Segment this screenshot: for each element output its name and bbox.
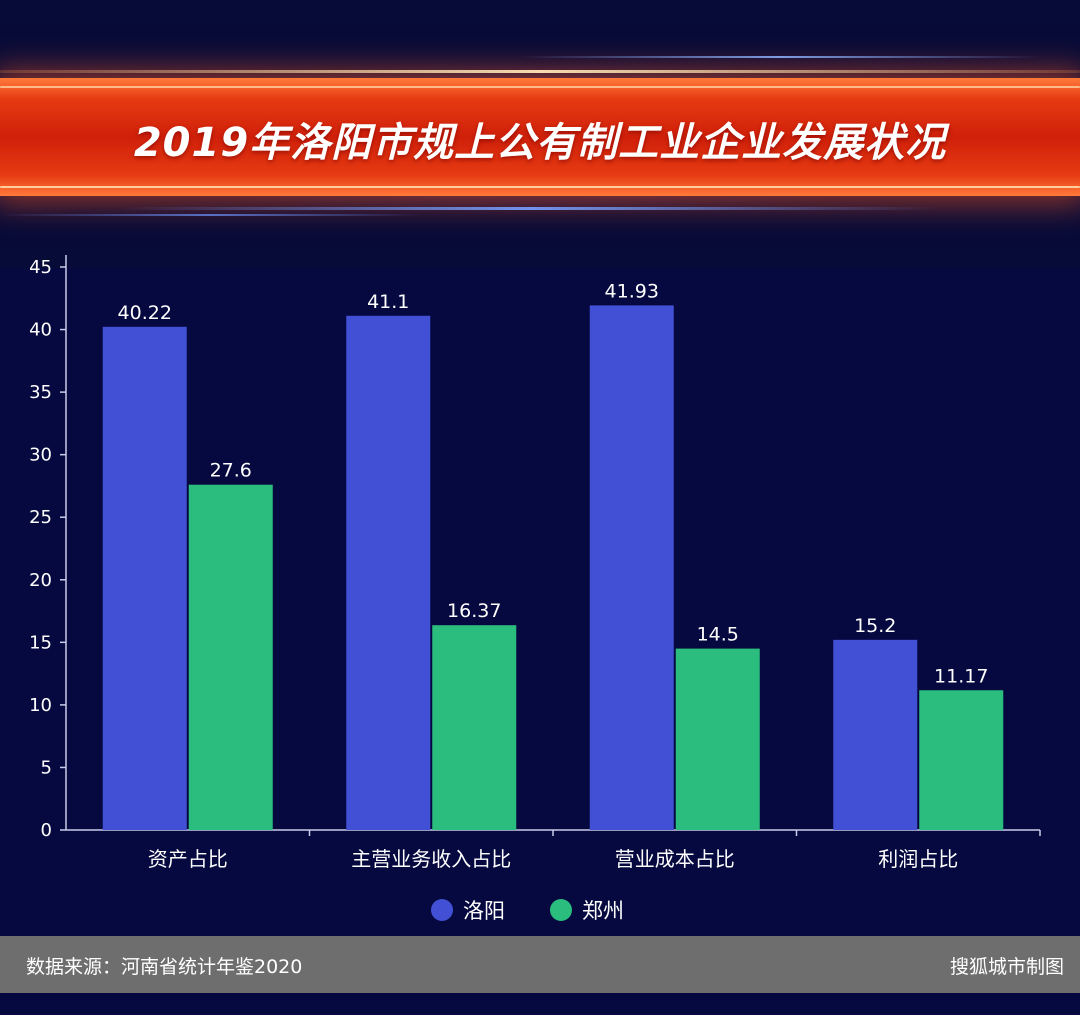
- data-label: 14.5: [697, 624, 739, 646]
- data-label: 11.17: [934, 665, 988, 687]
- chart-title: 2019年洛阳市规上公有制工业企业发展状况: [133, 120, 947, 166]
- light-streak: [520, 56, 1040, 58]
- data-label: 15.2: [854, 615, 896, 637]
- bar-luoyang: [102, 326, 187, 830]
- light-streak: [0, 86, 1080, 88]
- y-tick-label: 40: [29, 320, 52, 341]
- x-tick-label: 营业成本占比: [615, 847, 735, 871]
- legend-label: 洛阳: [463, 899, 505, 923]
- data-label: 16.37: [447, 600, 501, 622]
- y-tick-label: 0: [41, 820, 52, 841]
- bar-zhengzhou: [188, 484, 273, 830]
- footer-bar: 数据来源：河南省统计年鉴2020 搜狐城市制图: [0, 936, 1080, 993]
- y-tick-label: 20: [29, 570, 52, 591]
- data-source-note: 数据来源：河南省统计年鉴2020: [26, 956, 303, 978]
- credit-note: 搜狐城市制图: [949, 956, 1064, 978]
- y-tick-label: 45: [29, 257, 52, 278]
- bar-chart: 0 5 10 15 20 25 30 35 40 45 40.22 27.6 资产占比 41.1 16.37…: [29, 255, 1041, 923]
- light-streak: [0, 70, 1080, 73]
- y-tick-label: 10: [29, 695, 52, 716]
- bar-luoyang: [833, 639, 918, 830]
- bar-zhengzhou: [675, 648, 760, 830]
- light-streak: [0, 214, 420, 216]
- x-tick-label: 资产占比: [148, 847, 228, 871]
- light-streak: [0, 186, 1080, 188]
- y-tick-label: 15: [29, 632, 52, 653]
- data-label: 40.22: [118, 302, 172, 324]
- bar-zhengzhou: [432, 625, 517, 830]
- y-tick-label: 25: [29, 507, 52, 528]
- light-streak: [120, 207, 940, 210]
- header-banner-area: 2019年洛阳市规上公有制工业企业发展状况: [0, 0, 1080, 268]
- x-tick-label: 主营业务收入占比: [351, 847, 511, 871]
- legend-marker: [550, 899, 572, 921]
- y-tick-label: 5: [41, 757, 52, 778]
- legend-marker: [431, 899, 453, 921]
- y-tick-label: 35: [29, 382, 52, 403]
- bar-luoyang: [589, 305, 674, 830]
- data-label: 41.1: [367, 291, 409, 313]
- x-tick-label: 利润占比: [878, 847, 958, 871]
- legend-label: 郑州: [582, 899, 624, 923]
- data-label: 41.93: [605, 280, 659, 302]
- bar-luoyang: [346, 315, 431, 830]
- data-label: 27.6: [210, 460, 252, 482]
- y-tick-label: 30: [29, 445, 52, 466]
- bar-zhengzhou: [919, 690, 1004, 830]
- title-banner: [0, 78, 1080, 196]
